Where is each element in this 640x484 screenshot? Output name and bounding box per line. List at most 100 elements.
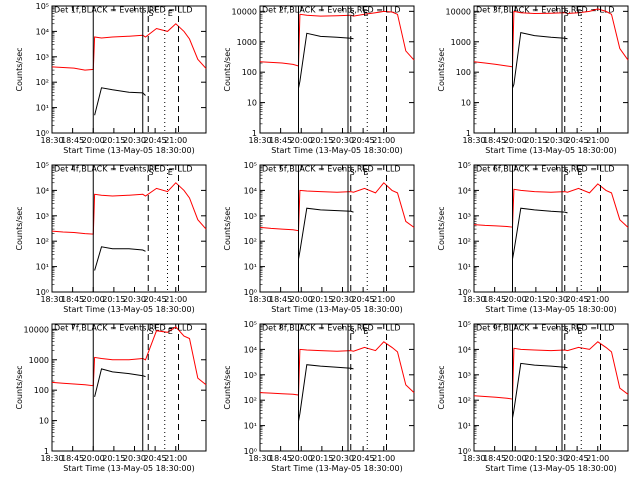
y-tick-label: 10⁴	[458, 345, 471, 354]
x-axis-label: Start Time (13-May-05 18:30:00)	[271, 464, 402, 473]
events-series-line	[298, 207, 354, 260]
lld-series-line	[473, 341, 629, 400]
x-tick-label: 20:15	[524, 136, 547, 145]
x-tick-label: 20:30	[123, 454, 146, 463]
x-tick-label: 18:30	[462, 136, 485, 145]
detector-panel: Det 7f,BLACK = Events,RED = LLD 1 10 100 100…	[15, 323, 207, 473]
x-tick-label: 18:30	[40, 295, 63, 304]
y-tick-label: 10²	[36, 237, 49, 246]
events-series-line	[94, 368, 146, 398]
detector-panel: Det 2f,BLACK = Events,RED = LLD 1 10 100 100…	[223, 5, 415, 155]
x-tick-label: 20:45	[566, 454, 589, 463]
event-marker-label: E	[168, 327, 173, 336]
y-tick-label: 10⁵	[458, 161, 471, 170]
y-tick-label: 100	[242, 68, 257, 77]
x-tick-label: 20:00	[290, 454, 313, 463]
y-tick-label: 10⁴	[36, 27, 49, 36]
event-marker-label: S	[148, 9, 153, 18]
y-tick-label: 10⁵	[244, 161, 257, 170]
detector-panel: Det 3f,BLACK = Events,RED = LLD 1 10 100 100…	[437, 5, 629, 155]
y-axis-label: Counts/sec	[15, 365, 24, 409]
event-marker-label: E	[168, 9, 173, 18]
x-tick-label: 20:00	[82, 295, 105, 304]
x-tick-label: 20:15	[102, 295, 125, 304]
y-tick-label: 10²	[458, 237, 471, 246]
x-tick-label: 18:45	[483, 136, 506, 145]
x-tick-label: 20:45	[566, 136, 589, 145]
y-axis-label: Counts/sec	[223, 47, 232, 91]
x-tick-label: 20:30	[545, 295, 568, 304]
x-tick-label: 18:45	[483, 295, 506, 304]
x-tick-label: 21:00	[372, 136, 395, 145]
y-tick-label: 10	[247, 99, 257, 108]
y-tick-label: 10000	[446, 7, 471, 16]
x-axis-label: Start Time (13-May-05 18:30:00)	[485, 464, 616, 473]
y-axis-label: Counts/sec	[15, 47, 24, 91]
y-tick-label: 10¹	[244, 263, 257, 272]
x-tick-label: 20:30	[545, 136, 568, 145]
y-tick-label: 10	[461, 99, 471, 108]
event-marker-label: S	[148, 327, 153, 336]
x-tick-label: 20:15	[524, 295, 547, 304]
y-tick-label: 1000	[237, 38, 257, 47]
x-tick-label: 21:00	[372, 454, 395, 463]
x-axis-label: Start Time (13-May-05 18:30:00)	[271, 305, 402, 314]
y-tick-label: 1	[44, 447, 49, 456]
detector-panel: Det 6f,BLACK = Events,RED = LLD 10⁰ 10¹ 10²…	[437, 161, 629, 314]
panel-title: Det 3f,BLACK = Events,RED = LLD	[476, 6, 615, 15]
plot-frame	[259, 323, 415, 452]
y-tick-label: 10000	[24, 325, 49, 334]
panel-title: Det 6f,BLACK = Events,RED = LLD	[476, 165, 615, 174]
detector-panel: Det 8f,BLACK = Events,RED = LLD 10⁰ 10¹ 10²…	[223, 320, 415, 473]
y-tick-label: 10¹	[36, 104, 49, 113]
y-axis-label: Counts/sec	[15, 206, 24, 250]
x-tick-label: 18:30	[248, 136, 271, 145]
x-tick-label: 18:45	[61, 136, 84, 145]
x-tick-label: 20:00	[290, 136, 313, 145]
y-tick-label: 10²	[244, 237, 257, 246]
x-tick-label: 21:00	[586, 136, 609, 145]
y-axis-label: Counts/sec	[437, 365, 446, 409]
y-axis-label: Counts/sec	[223, 365, 232, 409]
x-tick-label: 20:30	[123, 295, 146, 304]
x-axis-label: Start Time (13-May-05 18:30:00)	[271, 146, 402, 155]
event-marker-label: E	[577, 327, 582, 336]
event-marker-label: S	[564, 327, 569, 336]
x-tick-label: 21:00	[586, 454, 609, 463]
x-tick-label: 18:45	[61, 295, 84, 304]
y-tick-label: 100	[34, 386, 49, 395]
lld-series-line	[51, 182, 207, 235]
x-tick-label: 20:30	[331, 295, 354, 304]
x-tick-label: 18:45	[269, 454, 292, 463]
y-tick-label: 10³	[36, 212, 49, 221]
x-axis-label: Start Time (13-May-05 18:30:00)	[485, 146, 616, 155]
x-tick-label: 18:30	[40, 136, 63, 145]
y-tick-label: 10¹	[36, 263, 49, 272]
lld-series-line	[51, 326, 207, 387]
event-marker-label: E	[363, 327, 368, 336]
x-tick-label: 18:30	[462, 454, 485, 463]
y-tick-label: 10²	[244, 396, 257, 405]
x-tick-label: 21:00	[586, 295, 609, 304]
x-axis-label: Start Time (13-May-05 18:30:00)	[63, 146, 194, 155]
panel-title: Det 9f,BLACK = Events,RED = LLD	[476, 324, 615, 333]
x-tick-label: 18:30	[40, 454, 63, 463]
x-tick-label: 18:30	[462, 295, 485, 304]
y-tick-label: 10⁰	[458, 447, 471, 456]
panel-title: Det 5f,BLACK = Events,RED = LLD	[262, 165, 401, 174]
y-tick-label: 10⁰	[36, 129, 49, 138]
y-tick-label: 10⁰	[244, 288, 257, 297]
y-tick-label: 10³	[36, 53, 49, 62]
x-axis-label: Start Time (13-May-05 18:30:00)	[63, 305, 194, 314]
y-tick-label: 10¹	[458, 422, 471, 431]
y-axis-label: Counts/sec	[437, 206, 446, 250]
plot-frame	[473, 323, 629, 452]
events-series-line	[512, 362, 568, 419]
lld-series-line	[259, 10, 415, 67]
lld-series-line	[51, 23, 207, 71]
events-series-line	[298, 364, 354, 422]
event-marker-label: S	[350, 168, 355, 177]
plot-frame	[51, 5, 207, 134]
y-tick-label: 10⁴	[36, 186, 49, 195]
